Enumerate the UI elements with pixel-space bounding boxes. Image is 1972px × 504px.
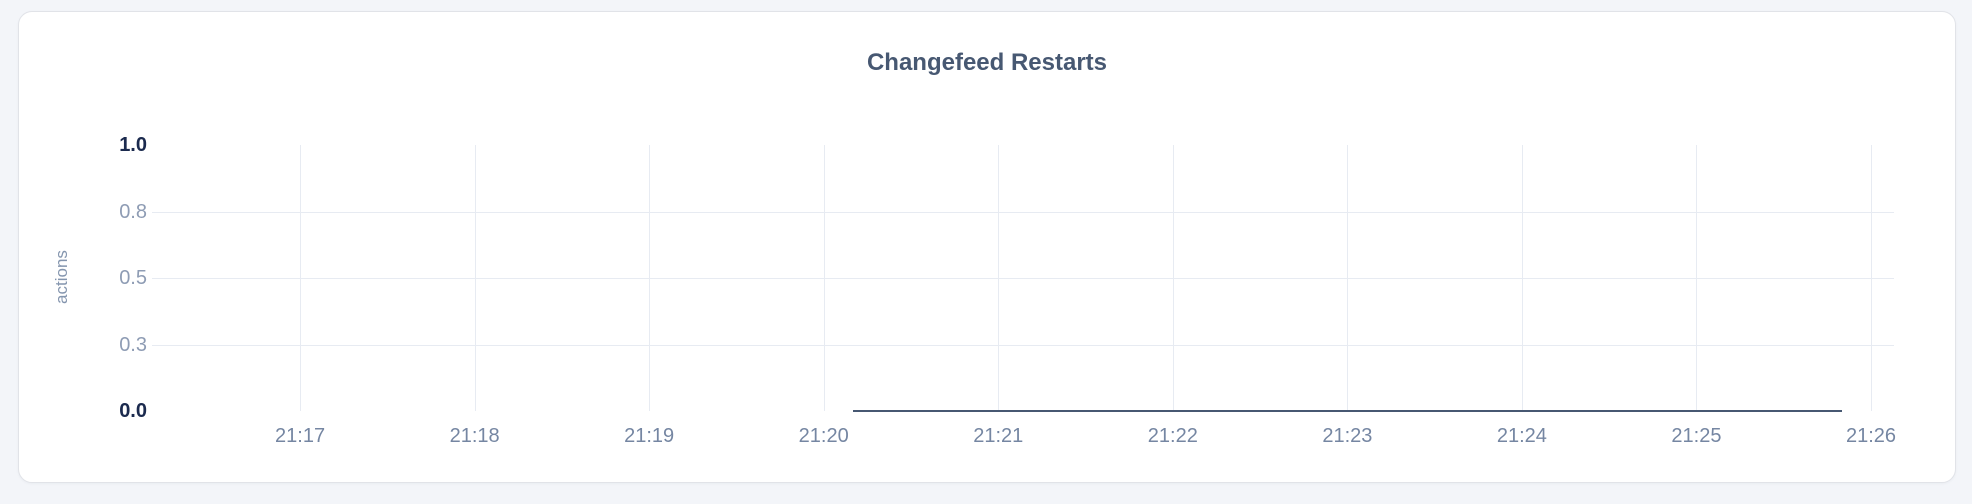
x-tick-label: 21:21 [973,425,1024,447]
y-tick-label: 0.8 [119,200,147,223]
x-tick-label: 21:26 [1845,425,1897,447]
y-tick-label: 0.3 [119,333,147,356]
y-gridline [152,278,1894,279]
x-tick-label: 21:22 [1147,425,1198,447]
changefeed-restarts-chart-card: Changefeed Restarts actions 21:17 21:18 21… [18,11,1956,483]
chart-title: Changefeed Restarts [866,49,1108,76]
x-tick-label: 21:18 [449,425,500,447]
series-line-changefeed-restarts [852,410,1842,412]
y-axis-label: actions [52,250,71,304]
x-tick-label: 21:17 [275,425,326,447]
y-gridline [152,211,1894,213]
plot-area[interactable]: 21:17 21:18 21:19 21:20 21:21 21:22 21:23 21:24… [119,134,1896,447]
x-tick-label: 21:23 [1322,425,1373,447]
x-tick-label: 21:20 [798,425,849,447]
x-tick-label: 21:25 [1671,425,1722,447]
y-tick-label: 1.0 [119,134,147,156]
y-gridline [152,344,1894,346]
x-tick-label: 21:19 [624,425,675,447]
x-tick-label: 21:24 [1496,425,1547,447]
y-tick-label: 0.5 [119,267,147,289]
y-tick-label: 0.0 [119,400,147,422]
